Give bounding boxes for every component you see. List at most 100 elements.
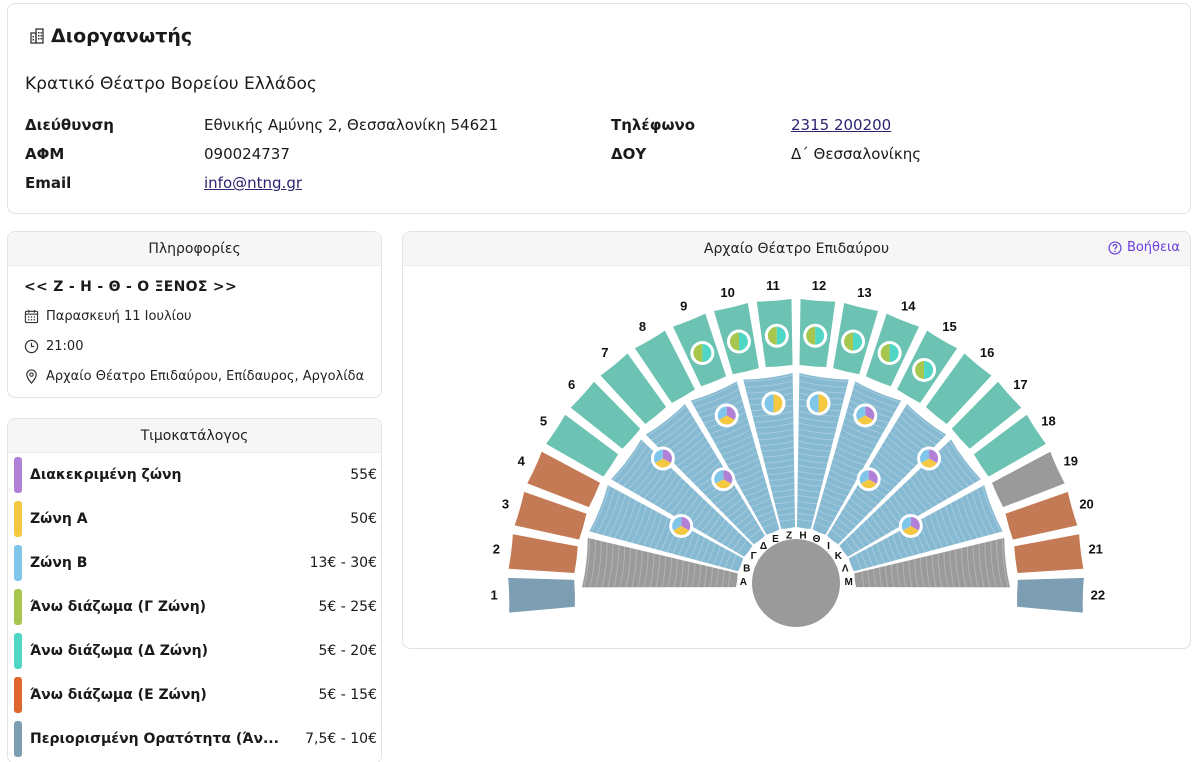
zone-price: 5€ - 25€ — [318, 599, 378, 615]
upper-section-19[interactable] — [991, 451, 1065, 508]
seat-row-line — [583, 538, 591, 588]
lower-section[interactable] — [743, 373, 796, 529]
marker-slice — [889, 344, 899, 363]
map-heading: Αρχαίο Θέατρο Επιδαύρου — [403, 232, 1190, 266]
seat-row-line — [727, 571, 731, 588]
marker-slice — [853, 332, 863, 351]
section-number: 10 — [720, 285, 734, 300]
seat-row-line — [739, 518, 755, 531]
seat-row-line — [747, 528, 762, 540]
section-number: 6 — [568, 377, 575, 392]
zone-color-swatch — [14, 677, 22, 713]
lower-section[interactable] — [796, 373, 849, 529]
seat-row-line — [712, 545, 721, 565]
seat-row-line — [648, 514, 663, 548]
seat-row-line — [870, 515, 887, 535]
seat-row-line — [866, 519, 882, 538]
seat-row-line — [642, 511, 658, 547]
upper-section-2[interactable] — [508, 534, 578, 573]
price-row: Άνω διάζωμα (Γ Ζώνη) 5€ - 25€ — [14, 589, 377, 625]
section-number: 13 — [857, 285, 871, 300]
seat-row-line — [950, 503, 967, 542]
upper-section-16[interactable] — [925, 353, 992, 424]
lower-section[interactable] — [589, 485, 744, 572]
seat-row-line — [758, 434, 794, 441]
seat-row-line — [860, 551, 868, 569]
section-number: 17 — [1013, 377, 1027, 392]
upper-section-5[interactable] — [546, 414, 619, 477]
seat-row-line — [949, 550, 955, 588]
upper-section-20[interactable] — [1005, 491, 1078, 540]
lower-section[interactable] — [827, 404, 947, 545]
upper-section-1[interactable] — [508, 577, 575, 613]
lower-section[interactable] — [611, 439, 753, 557]
seat-row-line — [945, 505, 961, 544]
seat-row-line — [797, 500, 818, 505]
upper-section-22[interactable] — [1017, 577, 1084, 613]
seat-row-line — [862, 523, 876, 542]
marker-slice — [901, 516, 911, 531]
marker-slice — [806, 326, 816, 345]
seat-row-line — [797, 452, 830, 458]
section-number: 7 — [601, 345, 608, 360]
seat-row-line — [914, 473, 939, 505]
seat-row-line — [846, 502, 866, 518]
marker-slice — [844, 332, 854, 351]
seat-row-line — [836, 446, 868, 461]
seat-row-line — [797, 482, 822, 487]
seat-row-line — [721, 527, 735, 545]
seat-row-line — [799, 374, 849, 383]
seat-row-line — [746, 386, 793, 394]
email-link[interactable]: info@ntng.gr — [204, 174, 303, 192]
seat-row-line — [669, 486, 691, 514]
lower-section[interactable] — [812, 381, 902, 535]
lower-section[interactable] — [854, 537, 1010, 588]
marker-slice — [865, 406, 875, 420]
zone-color-swatch — [14, 633, 22, 669]
upper-section-7[interactable] — [600, 353, 667, 424]
seat-row-line — [827, 475, 854, 487]
seat-row-line — [851, 394, 895, 414]
seat-row-line — [949, 440, 980, 481]
marker-slice — [729, 332, 739, 351]
email-label: Email — [25, 174, 72, 192]
phone-link[interactable]: 2315 200200 — [791, 116, 892, 134]
upper-section-3[interactable] — [514, 491, 587, 540]
upper-section-17[interactable] — [951, 381, 1022, 449]
zone-label: Ζώνη Α — [30, 511, 88, 527]
marker-slice — [767, 326, 777, 345]
seat-row-line — [736, 539, 748, 554]
seat-row-line — [655, 554, 661, 588]
upper-section-21[interactable] — [1014, 534, 1084, 573]
upper-section-18[interactable] — [973, 414, 1046, 477]
seat-row-line — [797, 476, 824, 481]
seat-row-line — [905, 481, 928, 511]
lower-section[interactable] — [582, 537, 738, 588]
lower-section[interactable] — [645, 404, 765, 545]
seat-row-line — [939, 508, 955, 545]
afm-value: 090024737 — [204, 145, 290, 163]
upper-section-8[interactable] — [634, 330, 695, 403]
seat-row-line — [797, 506, 816, 510]
section-number: 1 — [491, 588, 498, 603]
seat-row-line — [691, 382, 738, 403]
seat-row-line — [861, 571, 865, 588]
lower-section[interactable] — [848, 485, 1003, 572]
row-letter: Α — [740, 577, 747, 588]
seat-row-line — [601, 542, 608, 588]
seat-row-line — [643, 552, 649, 588]
marker-slice — [693, 344, 703, 363]
marker-slice — [857, 415, 874, 425]
upper-section-4[interactable] — [527, 451, 601, 508]
seat-row-line — [726, 502, 746, 518]
seat-row-line — [691, 563, 696, 588]
seat-row-line — [871, 461, 899, 484]
seat-row-line — [799, 386, 846, 394]
help-button[interactable]: Βοήθεια — [1108, 240, 1180, 255]
lower-section[interactable] — [690, 381, 780, 535]
seat-row-line — [824, 486, 848, 497]
upper-section-6[interactable] — [570, 381, 641, 449]
lower-section[interactable] — [839, 439, 981, 557]
marker-slice — [868, 470, 878, 484]
